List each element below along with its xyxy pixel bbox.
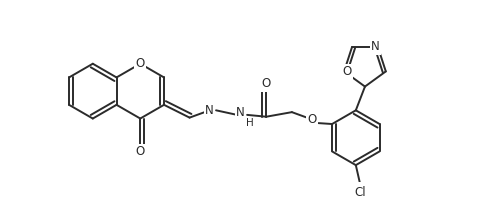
Text: O: O bbox=[135, 145, 145, 158]
Text: O: O bbox=[342, 65, 352, 78]
Text: N: N bbox=[237, 106, 245, 119]
Text: O: O bbox=[261, 77, 271, 90]
Text: O: O bbox=[135, 57, 145, 70]
Text: N: N bbox=[205, 104, 214, 117]
Text: Cl: Cl bbox=[355, 186, 366, 198]
Text: N: N bbox=[371, 40, 379, 53]
Text: H: H bbox=[246, 118, 254, 128]
Text: O: O bbox=[307, 113, 317, 126]
